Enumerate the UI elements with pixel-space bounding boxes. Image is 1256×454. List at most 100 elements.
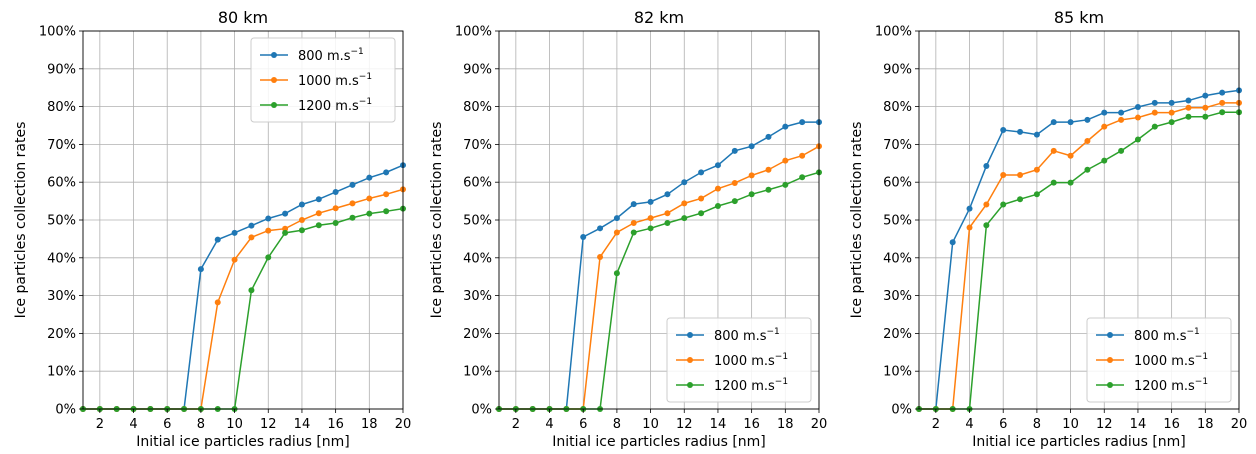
- data-point: [630, 220, 637, 227]
- data-point: [714, 162, 721, 169]
- x-axis-label: Initial ice particles radius [nm]: [972, 434, 1186, 450]
- data-point: [1134, 114, 1141, 121]
- y-tick-label: 40%: [463, 251, 492, 266]
- y-tick-label: 30%: [463, 289, 492, 304]
- legend-label: 1200 m.s−1: [714, 377, 788, 394]
- data-point: [383, 169, 390, 176]
- data-point: [1151, 99, 1158, 106]
- data-point: [248, 287, 255, 294]
- data-point: [349, 214, 356, 221]
- data-point: [799, 119, 806, 126]
- data-point: [1017, 172, 1024, 179]
- data-point: [366, 174, 373, 181]
- y-tick-label: 40%: [47, 251, 76, 266]
- x-tick-label: 10: [1062, 417, 1079, 432]
- data-point: [282, 210, 289, 217]
- x-tick-label: 4: [545, 417, 553, 432]
- chart-panel-2: 2 4 6 8 10 12 14 16 18 20 0% 10% 20% 30% 40% 50% 60% 70% 8…: [429, 8, 827, 450]
- data-point: [332, 189, 339, 196]
- y-tick-label: 60%: [883, 176, 912, 191]
- data-point: [1000, 201, 1007, 208]
- data-point: [1050, 147, 1057, 154]
- data-point: [366, 195, 373, 202]
- y-tick-label: 50%: [883, 214, 912, 229]
- data-point: [1101, 109, 1108, 116]
- data-point: [349, 200, 356, 207]
- data-point: [1185, 104, 1192, 111]
- data-point: [799, 174, 806, 181]
- data-point: [248, 222, 255, 229]
- data-point: [664, 210, 671, 217]
- y-tick-label: 70%: [463, 138, 492, 153]
- data-point: [1017, 128, 1024, 135]
- x-tick-label: 14: [294, 417, 311, 432]
- data-point: [231, 256, 238, 263]
- legend-marker: [271, 77, 277, 83]
- data-point: [698, 195, 705, 202]
- data-point: [1033, 166, 1040, 173]
- legend-label: 800 m.s−1: [1134, 327, 1200, 344]
- data-point: [1168, 99, 1175, 106]
- data-point: [1185, 97, 1192, 104]
- x-tick-label: 12: [676, 417, 693, 432]
- chart-panel-3: 2 4 6 8 10 12 14 16 18 20 0% 10% 20% 30% 40% 50% 60% 70% 8…: [849, 8, 1247, 450]
- data-point: [231, 229, 238, 236]
- x-tick-label: 14: [1130, 417, 1147, 432]
- data-point: [647, 215, 654, 222]
- y-tick-label: 90%: [47, 62, 76, 77]
- y-tick-label: 0%: [55, 403, 76, 418]
- data-point: [1219, 89, 1226, 96]
- data-point: [282, 225, 289, 232]
- x-tick-label: 18: [361, 417, 378, 432]
- y-tick-label: 80%: [883, 100, 912, 115]
- data-point: [332, 205, 339, 212]
- x-tick-label: 6: [579, 417, 587, 432]
- data-point: [1033, 191, 1040, 198]
- y-tick-label: 0%: [471, 403, 492, 418]
- y-tick-label: 50%: [463, 214, 492, 229]
- legend-marker: [271, 102, 277, 108]
- x-tick-label: 18: [777, 417, 794, 432]
- data-point: [966, 224, 973, 231]
- data-point: [298, 227, 305, 234]
- data-point: [298, 217, 305, 223]
- legend-box: [1086, 317, 1232, 403]
- data-point: [799, 152, 806, 159]
- legend-marker: [1107, 332, 1113, 338]
- x-tick-label: 8: [197, 417, 205, 432]
- legend-label: 1000 m.s−1: [1134, 352, 1208, 369]
- y-tick-label: 100%: [875, 25, 912, 40]
- data-point: [298, 201, 305, 208]
- data-point: [366, 210, 373, 217]
- data-point: [630, 201, 637, 208]
- data-point: [681, 215, 688, 222]
- data-point: [1118, 147, 1125, 154]
- x-tick-label: 16: [1163, 417, 1180, 432]
- data-point: [983, 162, 990, 169]
- y-tick-label: 60%: [47, 176, 76, 191]
- data-point: [1202, 113, 1209, 120]
- data-point: [282, 229, 289, 236]
- data-point: [1219, 99, 1226, 106]
- data-point: [1101, 157, 1108, 164]
- y-tick-label: 70%: [47, 138, 76, 153]
- data-point: [613, 229, 620, 236]
- data-point: [332, 220, 339, 227]
- data-point: [630, 229, 637, 236]
- data-point: [1033, 131, 1040, 138]
- data-point: [1050, 119, 1057, 126]
- y-tick-label: 0%: [891, 403, 912, 418]
- y-tick-label: 80%: [47, 100, 76, 115]
- data-point: [1151, 109, 1158, 116]
- x-axis-label: Initial ice particles radius [nm]: [136, 434, 350, 450]
- data-point: [1101, 123, 1108, 130]
- x-tick-label: 20: [1231, 417, 1248, 432]
- data-point: [315, 196, 322, 203]
- data-point: [197, 266, 204, 273]
- data-point: [1118, 109, 1125, 116]
- data-point: [1202, 104, 1209, 111]
- x-tick-label: 8: [613, 417, 621, 432]
- chart-panel-1: 2 4 6 8 10 12 14 16 18 20 0% 10% 20% 30% 40% 50% 60% 70% 8…: [13, 8, 411, 450]
- data-point: [1000, 172, 1007, 179]
